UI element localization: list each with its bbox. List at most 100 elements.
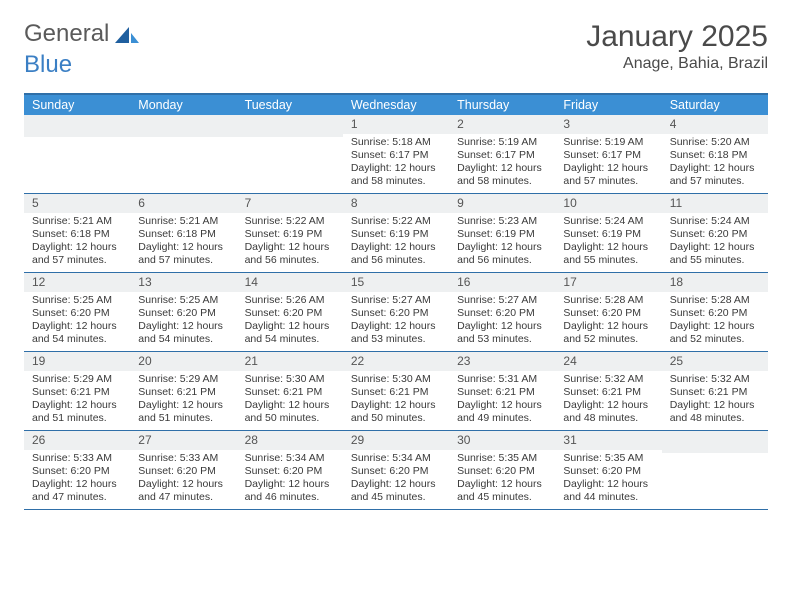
day-number: 30 <box>449 431 555 450</box>
sunset-text: Sunset: 6:18 PM <box>670 149 760 162</box>
day-number: 1 <box>343 115 449 134</box>
sunrise-text: Sunrise: 5:25 AM <box>138 294 228 307</box>
sunset-text: Sunset: 6:20 PM <box>245 465 335 478</box>
sunset-text: Sunset: 6:21 PM <box>351 386 441 399</box>
sunset-text: Sunset: 6:20 PM <box>138 307 228 320</box>
day-info: Sunrise: 5:18 AMSunset: 6:17 PMDaylight:… <box>343 134 449 193</box>
day-number: 14 <box>237 273 343 292</box>
sunrise-text: Sunrise: 5:33 AM <box>138 452 228 465</box>
day-number: 11 <box>662 194 768 213</box>
day-number: 8 <box>343 194 449 213</box>
day-cell: 29Sunrise: 5:34 AMSunset: 6:20 PMDayligh… <box>343 431 449 509</box>
week-row: 26Sunrise: 5:33 AMSunset: 6:20 PMDayligh… <box>24 431 768 510</box>
daylight-text: Daylight: 12 hours and 57 minutes. <box>563 162 653 188</box>
day-header-sat: Saturday <box>662 95 768 115</box>
day-cell <box>237 115 343 193</box>
sunset-text: Sunset: 6:20 PM <box>32 465 122 478</box>
title-block: January 2025 Anage, Bahia, Brazil <box>586 20 768 73</box>
daylight-text: Daylight: 12 hours and 51 minutes. <box>32 399 122 425</box>
day-cell <box>662 431 768 509</box>
sunrise-text: Sunrise: 5:24 AM <box>563 215 653 228</box>
daylight-text: Daylight: 12 hours and 53 minutes. <box>351 320 441 346</box>
day-info: Sunrise: 5:27 AMSunset: 6:20 PMDaylight:… <box>449 292 555 351</box>
sunset-text: Sunset: 6:19 PM <box>563 228 653 241</box>
logo-word1: General <box>24 20 109 48</box>
sunset-text: Sunset: 6:21 PM <box>670 386 760 399</box>
day-info: Sunrise: 5:29 AMSunset: 6:21 PMDaylight:… <box>130 371 236 430</box>
sunrise-text: Sunrise: 5:21 AM <box>138 215 228 228</box>
sunrise-text: Sunrise: 5:26 AM <box>245 294 335 307</box>
sunrise-text: Sunrise: 5:22 AM <box>245 215 335 228</box>
day-info: Sunrise: 5:24 AMSunset: 6:20 PMDaylight:… <box>662 213 768 272</box>
day-number: 2 <box>449 115 555 134</box>
sunset-text: Sunset: 6:20 PM <box>351 465 441 478</box>
day-number <box>24 115 130 137</box>
day-number: 29 <box>343 431 449 450</box>
day-number: 3 <box>555 115 661 134</box>
daylight-text: Daylight: 12 hours and 54 minutes. <box>138 320 228 346</box>
day-cell: 2Sunrise: 5:19 AMSunset: 6:17 PMDaylight… <box>449 115 555 193</box>
sunset-text: Sunset: 6:21 PM <box>245 386 335 399</box>
daylight-text: Daylight: 12 hours and 54 minutes. <box>32 320 122 346</box>
daylight-text: Daylight: 12 hours and 56 minutes. <box>245 241 335 267</box>
sunset-text: Sunset: 6:19 PM <box>351 228 441 241</box>
day-info: Sunrise: 5:30 AMSunset: 6:21 PMDaylight:… <box>237 371 343 430</box>
day-number: 9 <box>449 194 555 213</box>
day-cell: 22Sunrise: 5:30 AMSunset: 6:21 PMDayligh… <box>343 352 449 430</box>
sunrise-text: Sunrise: 5:24 AM <box>670 215 760 228</box>
day-info: Sunrise: 5:28 AMSunset: 6:20 PMDaylight:… <box>555 292 661 351</box>
week-row: 12Sunrise: 5:25 AMSunset: 6:20 PMDayligh… <box>24 273 768 352</box>
day-info: Sunrise: 5:19 AMSunset: 6:17 PMDaylight:… <box>449 134 555 193</box>
day-header-wed: Wednesday <box>343 95 449 115</box>
day-cell: 7Sunrise: 5:22 AMSunset: 6:19 PMDaylight… <box>237 194 343 272</box>
daylight-text: Daylight: 12 hours and 58 minutes. <box>351 162 441 188</box>
day-number <box>130 115 236 137</box>
day-info: Sunrise: 5:34 AMSunset: 6:20 PMDaylight:… <box>237 450 343 509</box>
day-cell: 9Sunrise: 5:23 AMSunset: 6:19 PMDaylight… <box>449 194 555 272</box>
sunrise-text: Sunrise: 5:20 AM <box>670 136 760 149</box>
sunrise-text: Sunrise: 5:31 AM <box>457 373 547 386</box>
day-number: 10 <box>555 194 661 213</box>
day-cell: 1Sunrise: 5:18 AMSunset: 6:17 PMDaylight… <box>343 115 449 193</box>
daylight-text: Daylight: 12 hours and 48 minutes. <box>670 399 760 425</box>
day-number: 22 <box>343 352 449 371</box>
daylight-text: Daylight: 12 hours and 45 minutes. <box>351 478 441 504</box>
day-cell: 6 Sunrise: 5:21 AMSunset: 6:18 PMDaylight… <box>130 194 236 272</box>
day-cell: 8Sunrise: 5:22 AMSunset: 6:19 PMDaylight… <box>343 194 449 272</box>
day-info: Sunrise: 5:26 AMSunset: 6:20 PMDaylight:… <box>237 292 343 351</box>
daylight-text: Daylight: 12 hours and 57 minutes. <box>670 162 760 188</box>
daylight-text: Daylight: 12 hours and 45 minutes. <box>457 478 547 504</box>
day-info: Sunrise: 5:22 AMSunset: 6:19 PMDaylight:… <box>343 213 449 272</box>
day-cell: 13Sunrise: 5:25 AMSunset: 6:20 PMDayligh… <box>130 273 236 351</box>
daylight-text: Daylight: 12 hours and 57 minutes. <box>138 241 228 267</box>
day-number: 4 <box>662 115 768 134</box>
sunrise-text: Sunrise: 5:30 AM <box>245 373 335 386</box>
day-info: Sunrise: 5:35 AMSunset: 6:20 PMDaylight:… <box>449 450 555 509</box>
sunset-text: Sunset: 6:18 PM <box>32 228 122 241</box>
day-info: Sunrise: 5:32 AMSunset: 6:21 PMDaylight:… <box>662 371 768 430</box>
day-number: 20 <box>130 352 236 371</box>
day-cell: 24Sunrise: 5:32 AMSunset: 6:21 PMDayligh… <box>555 352 661 430</box>
sunset-text: Sunset: 6:20 PM <box>351 307 441 320</box>
day-number: 16 <box>449 273 555 292</box>
day-number: 19 <box>24 352 130 371</box>
day-cell: 19Sunrise: 5:29 AMSunset: 6:21 PMDayligh… <box>24 352 130 430</box>
sunset-text: Sunset: 6:18 PM <box>138 228 228 241</box>
sunset-text: Sunset: 6:20 PM <box>670 228 760 241</box>
sunset-text: Sunset: 6:21 PM <box>138 386 228 399</box>
day-cell: 18Sunrise: 5:28 AMSunset: 6:20 PMDayligh… <box>662 273 768 351</box>
week-row: 19Sunrise: 5:29 AMSunset: 6:21 PMDayligh… <box>24 352 768 431</box>
day-info: Sunrise: 5:33 AMSunset: 6:20 PMDaylight:… <box>130 450 236 509</box>
daylight-text: Daylight: 12 hours and 50 minutes. <box>245 399 335 425</box>
sunrise-text: Sunrise: 5:22 AM <box>351 215 441 228</box>
day-info: Sunrise: 5:34 AMSunset: 6:20 PMDaylight:… <box>343 450 449 509</box>
day-header-row: Sunday Monday Tuesday Wednesday Thursday… <box>24 95 768 115</box>
day-number: 17 <box>555 273 661 292</box>
day-cell: 31Sunrise: 5:35 AMSunset: 6:20 PMDayligh… <box>555 431 661 509</box>
day-info: Sunrise: 5:35 AMSunset: 6:20 PMDaylight:… <box>555 450 661 509</box>
sunset-text: Sunset: 6:17 PM <box>457 149 547 162</box>
sunset-text: Sunset: 6:20 PM <box>245 307 335 320</box>
logo: General <box>24 20 141 48</box>
day-header-thu: Thursday <box>449 95 555 115</box>
day-number: 6 <box>130 194 236 213</box>
